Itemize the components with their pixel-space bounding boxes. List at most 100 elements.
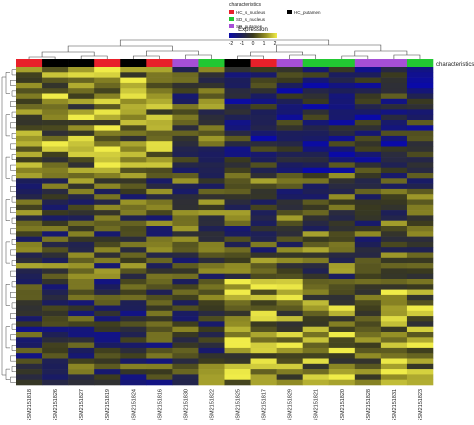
heatmap-cell: [328, 125, 356, 131]
heatmap-cell: [250, 141, 277, 147]
annotation-cell: [42, 59, 69, 67]
heatmap-cell: [328, 114, 356, 121]
heatmap-cell: [328, 332, 356, 338]
heatmap-cell: [380, 204, 408, 211]
heatmap-cell: [68, 188, 95, 195]
annotation-cell: [146, 59, 173, 67]
heatmap-cell: [172, 93, 199, 100]
heatmap-cell: [42, 379, 69, 386]
heatmap-cell: [380, 151, 408, 158]
heatmap-cell: [172, 247, 199, 253]
heatmap-cell: [276, 379, 303, 386]
annotation-cell: [380, 59, 408, 67]
heatmap-cell: [250, 114, 277, 121]
heatmap-cell: [16, 273, 43, 280]
heatmap-cell: [16, 199, 43, 206]
heatmap-cell: [16, 220, 43, 227]
heatmap-cell: [42, 337, 69, 343]
heatmap-cell: [354, 358, 382, 365]
heatmap-cell: [42, 257, 69, 264]
heatmap-cell: [198, 337, 225, 343]
heatmap-cell: [172, 326, 199, 333]
dendrogram-link: [10, 101, 16, 107]
heatmap-cell: [42, 252, 69, 259]
heatmap-cell: [406, 220, 434, 227]
heatmap-cell: [198, 188, 225, 195]
heatmap-cell: [172, 88, 199, 94]
heatmap-cell: [172, 231, 199, 237]
heatmap-cell: [16, 125, 43, 131]
heatmap-cell: [406, 188, 434, 195]
heatmap-cell: [42, 316, 69, 322]
heatmap-cell: [120, 146, 147, 153]
dendrogram-link: [10, 313, 16, 319]
heatmap-cell: [94, 236, 121, 243]
heatmap-cell: [94, 263, 121, 269]
heatmap-cell: [120, 98, 147, 105]
heatmap-cell: [120, 188, 147, 195]
heatmap-cell: [198, 321, 225, 327]
heatmap-cell: [198, 247, 225, 253]
heatmap-cell: [250, 279, 277, 285]
heatmap-cell: [250, 358, 277, 365]
heatmap-cell: [354, 252, 382, 259]
heatmap-cell: [328, 188, 356, 195]
dendrogram-link: [10, 334, 16, 341]
heatmap-cell: [146, 93, 173, 100]
heatmap-cell: [16, 332, 43, 338]
heatmap-cell: [146, 342, 173, 349]
heatmap-cell: [380, 289, 408, 296]
heatmap-cell: [42, 109, 69, 115]
heatmap-cell: [172, 199, 199, 206]
heatmap-cell: [68, 77, 95, 84]
heatmap-cell: [94, 252, 121, 259]
heatmap-cell: [94, 379, 121, 386]
heatmap-cell: [276, 210, 303, 216]
heatmap-cell: [276, 347, 303, 354]
heatmap-cell: [276, 342, 303, 349]
heatmap-cell: [250, 316, 277, 322]
heatmap-cell: [42, 241, 69, 248]
heatmap-cell: [94, 332, 121, 338]
heatmap-cell: [328, 93, 356, 100]
heatmap-cell: [68, 104, 95, 110]
heatmap-cell: [224, 316, 251, 322]
heatmap-cell: [250, 178, 277, 184]
heatmap-cell: [276, 247, 303, 253]
heatmap-cell: [406, 273, 434, 280]
heatmap-cell: [354, 273, 382, 280]
heatmap-cell: [120, 294, 147, 301]
heatmap-cell: [94, 284, 121, 290]
dendrogram-link: [5, 284, 10, 306]
heatmap-cell: [68, 273, 95, 280]
heatmap-cell: [198, 67, 225, 73]
heatmap-cell: [198, 289, 225, 296]
heatmap-cell: [42, 104, 69, 110]
heatmap-cell: [380, 210, 408, 216]
heatmap-cell: [198, 167, 225, 174]
heatmap-cell: [406, 353, 434, 359]
heatmap-cell: [16, 252, 43, 259]
heatmap-cell: [380, 321, 408, 327]
heatmap-cell: [380, 273, 408, 280]
heatmap-cell: [302, 374, 330, 380]
heatmap-cell: [120, 226, 147, 232]
heatmap-cell: [328, 146, 356, 153]
heatmap-cell: [16, 342, 43, 349]
heatmap-cell: [198, 284, 225, 290]
heatmap-cell: [276, 188, 303, 195]
heatmap-cell: [276, 300, 303, 306]
heatmap-cell: [146, 226, 173, 232]
heatmap-cell: [94, 125, 121, 131]
heatmap-cell: [354, 93, 382, 100]
heatmap-cell: [302, 363, 330, 370]
heatmap-cell: [146, 199, 173, 206]
annotation-cell: [224, 59, 251, 67]
heatmap-cell: [224, 305, 251, 312]
heatmap-cell: [224, 300, 251, 306]
heatmap-cell: [328, 82, 356, 89]
heatmap-cell: [172, 215, 199, 221]
heatmap-cell: [302, 98, 330, 105]
heatmap-cell: [224, 252, 251, 259]
heatmap-cell: [276, 263, 303, 269]
